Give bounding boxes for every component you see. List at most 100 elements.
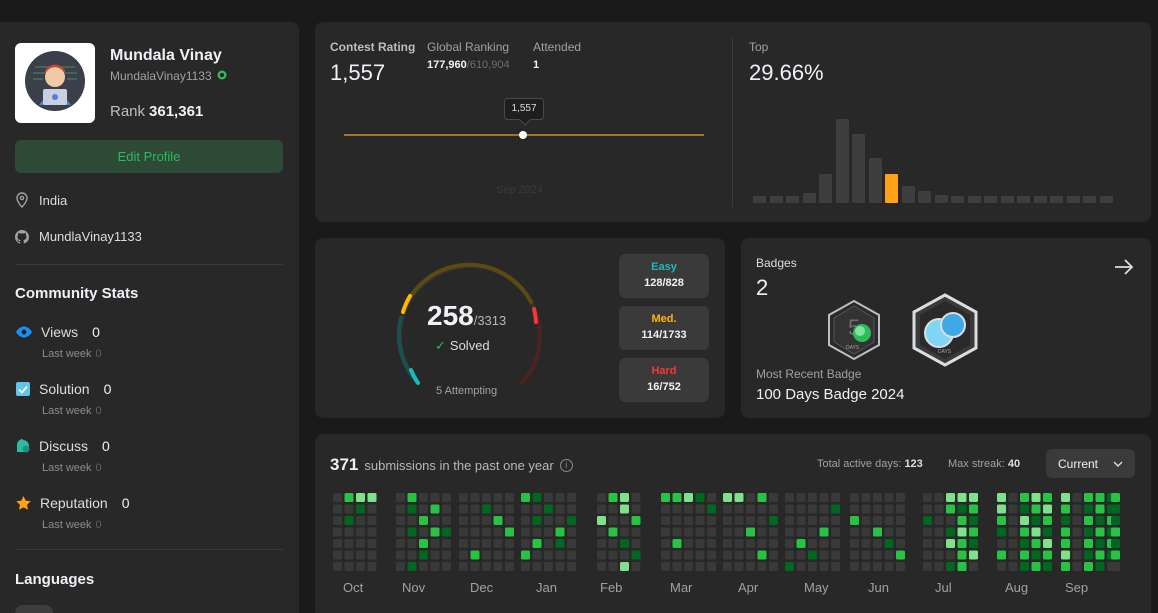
heatmap-cell[interactable] <box>946 516 955 525</box>
heatmap-cell[interactable] <box>695 550 705 560</box>
heatmap-cell[interactable] <box>796 550 806 560</box>
heatmap-cell[interactable] <box>785 504 794 514</box>
heatmap-cell[interactable] <box>608 562 618 571</box>
heatmap-cell[interactable] <box>555 504 565 514</box>
heatmap-cell[interactable] <box>997 516 1006 525</box>
heatmap-cell[interactable] <box>567 562 576 571</box>
heatmap-cell[interactable] <box>796 504 806 514</box>
heatmap-cell[interactable] <box>470 550 480 560</box>
heatmap-cell[interactable] <box>459 550 468 560</box>
hard-stat[interactable]: Hard 16/752 <box>619 358 709 402</box>
heatmap-cell[interactable] <box>356 539 365 548</box>
heatmap-cell[interactable] <box>873 516 882 525</box>
heatmap-cell[interactable] <box>884 516 894 525</box>
heatmap-cell[interactable] <box>1061 493 1070 502</box>
heatmap-cell[interactable] <box>356 504 365 514</box>
heatmap-cell[interactable] <box>831 516 840 525</box>
heatmap-cell[interactable] <box>861 504 871 514</box>
heatmap-cell[interactable] <box>746 539 755 548</box>
heatmap-cell[interactable] <box>407 493 417 502</box>
heatmap-cell[interactable] <box>923 550 932 560</box>
heatmap-cell[interactable] <box>367 504 377 514</box>
heatmap-cell[interactable] <box>819 562 829 571</box>
heatmap-cell[interactable] <box>344 493 354 502</box>
heatmap-cell[interactable] <box>831 539 840 548</box>
heatmap-cell[interactable] <box>707 527 716 537</box>
heatmap-cell[interactable] <box>946 504 955 514</box>
heatmap-cell[interactable] <box>684 504 693 514</box>
heatmap-cell[interactable] <box>505 562 514 571</box>
heatmap-cell[interactable] <box>419 539 428 548</box>
heatmap-cell[interactable] <box>430 504 440 514</box>
heatmap-cell[interactable] <box>746 493 755 502</box>
heatmap-cell[interactable] <box>723 539 732 548</box>
heatmap-cell[interactable] <box>946 562 955 571</box>
heatmap-cell[interactable] <box>672 550 682 560</box>
heatmap-cell[interactable] <box>631 562 641 571</box>
heatmap-cell[interactable] <box>1008 562 1018 571</box>
heatmap-cell[interactable] <box>396 504 405 514</box>
heatmap-cell[interactable] <box>356 527 365 537</box>
heatmap-cell[interactable] <box>544 493 553 502</box>
heatmap-cell[interactable] <box>459 504 468 514</box>
heatmap-cell[interactable] <box>493 516 503 525</box>
heatmap-cell[interactable] <box>1111 550 1120 560</box>
heatmap-cell[interactable] <box>723 527 732 537</box>
heatmap-cell[interactable] <box>896 504 905 514</box>
heatmap-cell[interactable] <box>333 493 342 502</box>
heatmap-cell[interactable] <box>1072 562 1082 571</box>
heatmap-cell[interactable] <box>532 527 542 537</box>
heatmap-cell[interactable] <box>1084 550 1093 560</box>
heatmap-cell[interactable] <box>1043 539 1052 548</box>
heatmap-cell[interactable] <box>482 527 491 537</box>
heatmap-cell[interactable] <box>831 493 840 502</box>
heatmap-cell[interactable] <box>707 550 716 560</box>
heatmap-cell[interactable] <box>934 493 944 502</box>
heatmap-cell[interactable] <box>934 516 944 525</box>
heatmap-cell[interactable] <box>873 562 882 571</box>
heatmap-cell[interactable] <box>470 562 480 571</box>
heatmap-cell[interactable] <box>997 527 1006 537</box>
heatmap-cell[interactable] <box>707 539 716 548</box>
heatmap-cell[interactable] <box>861 562 871 571</box>
heatmap-cell[interactable] <box>505 550 514 560</box>
heatmap-cell[interactable] <box>808 504 817 514</box>
rating-point[interactable] <box>519 131 527 139</box>
heatmap-cell[interactable] <box>597 539 606 548</box>
heatmap-cell[interactable] <box>1008 539 1018 548</box>
heatmap-cell[interactable] <box>442 539 451 548</box>
heatmap-cell[interactable] <box>884 527 894 537</box>
heatmap-cell[interactable] <box>544 539 553 548</box>
heatmap-cell[interactable] <box>1072 539 1082 548</box>
heatmap-cell[interactable] <box>333 527 342 537</box>
heatmap-cell[interactable] <box>819 527 829 537</box>
heatmap-cell[interactable] <box>493 539 503 548</box>
heatmap-cell[interactable] <box>505 516 514 525</box>
heatmap-cell[interactable] <box>620 550 629 560</box>
heatmap-cell[interactable] <box>808 550 817 560</box>
heatmap-cell[interactable] <box>661 516 670 525</box>
heatmap-cell[interactable] <box>957 527 967 537</box>
heatmap-cell[interactable] <box>1031 516 1041 525</box>
heatmap-cell[interactable] <box>923 504 932 514</box>
heatmap-cell[interactable] <box>493 493 503 502</box>
heatmap-cell[interactable] <box>923 539 932 548</box>
heatmap-cell[interactable] <box>1031 493 1041 502</box>
heatmap-cell[interactable] <box>873 539 882 548</box>
heatmap-cell[interactable] <box>356 562 365 571</box>
heatmap-cell[interactable] <box>1061 550 1070 560</box>
heatmap-cell[interactable] <box>1084 516 1093 525</box>
heatmap-cell[interactable] <box>896 539 905 548</box>
heatmap-cell[interactable] <box>544 527 553 537</box>
heatmap-cell[interactable] <box>555 550 565 560</box>
heatmap-cell[interactable] <box>723 516 732 525</box>
heatmap-cell[interactable] <box>333 562 342 571</box>
heatmap-cell[interactable] <box>969 504 978 514</box>
heatmap-cell[interactable] <box>333 516 342 525</box>
heatmap-cell[interactable] <box>567 550 576 560</box>
heatmap-cell[interactable] <box>407 516 417 525</box>
heatmap-cell[interactable] <box>819 493 829 502</box>
heatmap-cell[interactable] <box>672 493 682 502</box>
heatmap-cell[interactable] <box>796 516 806 525</box>
heatmap-cell[interactable] <box>344 527 354 537</box>
